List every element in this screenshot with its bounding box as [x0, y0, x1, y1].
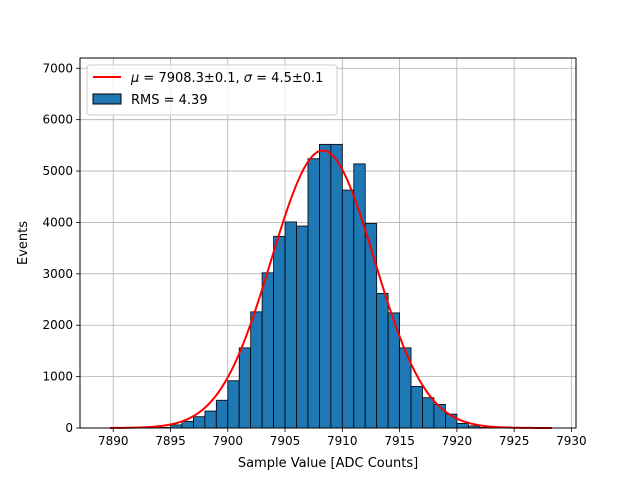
legend-fit-label: μ = 7908.3±0.1, σ = 4.5±0.1: [130, 71, 323, 86]
histogram-bar: [364, 223, 378, 429]
x-tick-label: 7910: [327, 434, 358, 448]
x-tick-label: 7895: [155, 434, 186, 448]
histogram-bars: [158, 143, 492, 429]
histogram-bar: [456, 422, 469, 429]
legend-rms-label: RMS = 4.39: [131, 93, 208, 108]
x-axis-label: Sample Value [ADC Counts]: [238, 456, 418, 471]
y-axis-ticks: 0 1000 2000 3000 4000 5000 6000 7000: [42, 61, 80, 435]
histogram-bar: [261, 272, 274, 429]
histogram-bar: [273, 235, 286, 429]
histogram-bar: [330, 143, 343, 429]
x-tick-label: 7920: [442, 434, 473, 448]
y-axis-label: Events: [16, 221, 31, 265]
x-tick-label: 7915: [384, 434, 415, 448]
y-tick-label: 0: [65, 421, 73, 435]
plot-frame: [79, 57, 577, 429]
legend-box: [86, 64, 338, 116]
legend-rms-swatch: [92, 93, 122, 105]
legend-sigma-symbol: σ: [244, 71, 253, 86]
histogram-bar: [307, 158, 320, 429]
legend-mu-value: = 7908.3±0.1,: [139, 71, 243, 86]
x-axis-ticks: 7890 7895 7900 7905 7910 7915 7920 7925 7930: [98, 428, 587, 448]
legend-sigma-value: = 4.5±0.1: [252, 71, 323, 86]
histogram-bar: [319, 143, 332, 429]
legend-mu-symbol: μ: [130, 71, 139, 86]
histogram-bar: [181, 420, 194, 429]
histogram-bar: [238, 347, 252, 429]
histogram-bar: [193, 416, 206, 429]
x-tick-label: 7930: [556, 434, 587, 448]
histogram-bar: [376, 292, 389, 429]
histogram-bar: [410, 385, 423, 429]
y-tick-label: 4000: [42, 215, 73, 229]
x-tick-label: 7900: [212, 434, 243, 448]
histogram-bar: [227, 380, 240, 429]
histogram-bar: [296, 225, 309, 429]
histogram-bar: [341, 189, 355, 429]
y-tick-label: 5000: [42, 164, 73, 178]
histogram-bar: [204, 410, 217, 429]
y-tick-label: 7000: [42, 61, 73, 75]
x-tick-label: 7925: [499, 434, 530, 448]
gaussian-fit-line: [109, 149, 552, 429]
histogram-bar: [250, 311, 263, 429]
y-tick-label: 1000: [42, 370, 73, 384]
x-tick-label: 7905: [270, 434, 301, 448]
gaussian-fit: [109, 149, 552, 429]
y-tick-label: 3000: [42, 267, 73, 281]
histogram-bar: [422, 397, 435, 429]
x-tick-label: 7890: [98, 434, 129, 448]
histogram-bar: [215, 399, 229, 429]
histogram-bar: [284, 221, 297, 429]
y-tick-label: 6000: [42, 113, 73, 127]
legend: μ = 7908.3±0.1, σ = 4.5±0.1 RMS = 4.39: [86, 64, 338, 116]
y-tick-label: 2000: [42, 318, 73, 332]
